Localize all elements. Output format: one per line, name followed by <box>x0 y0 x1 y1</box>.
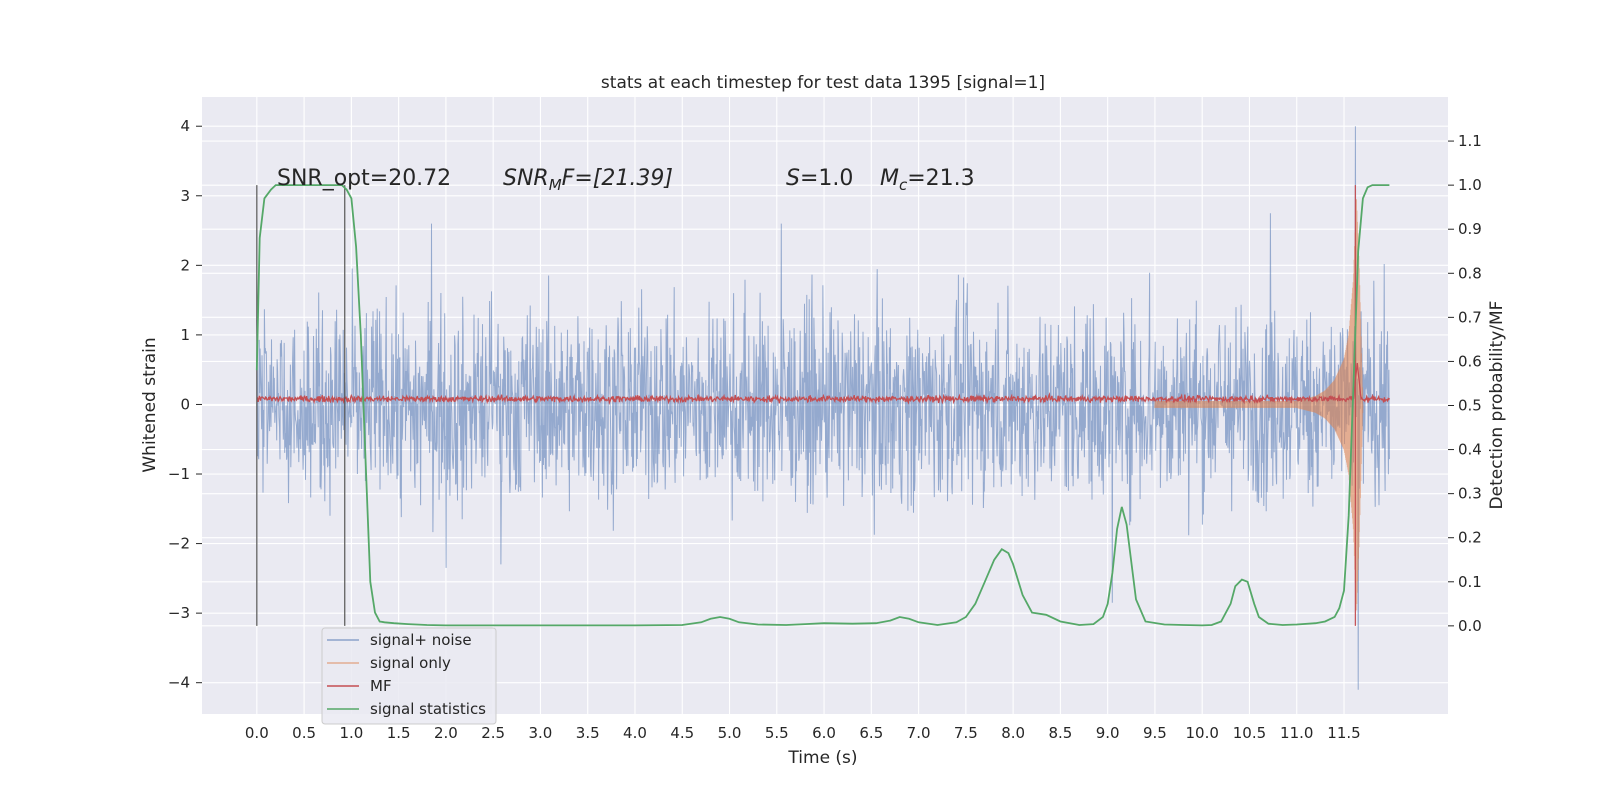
data-layer <box>255 126 1390 690</box>
y-right-tick-label: 0.7 <box>1458 308 1482 326</box>
annotations: SNR_opt=20.72 SNRMF=[21.39] S=1.0 Mc=21.… <box>277 166 975 194</box>
y-right-axis-ticks: 1.1 1.0 0.9 0.8 0.7 0.6 0.5 0.4 0.3 0.2 0.1 0.0 <box>1448 132 1482 635</box>
y-right-tick-label: 0.5 <box>1458 397 1482 415</box>
y-right-tick-label: 0.1 <box>1458 573 1482 591</box>
x-tick-label: 4.0 <box>623 724 647 742</box>
y-right-tick-label: 1.0 <box>1458 176 1482 194</box>
x-tick-label: 4.5 <box>670 724 694 742</box>
y-tick-label: 3 <box>180 187 190 205</box>
y-right-tick-label: 0.3 <box>1458 485 1482 503</box>
y-tick-label: 2 <box>180 256 190 274</box>
x-tick-label: 8.5 <box>1048 724 1072 742</box>
annotation-mc-main: M <box>880 166 899 191</box>
y-tick-label: −1 <box>168 465 190 483</box>
x-tick-label: 7.5 <box>954 724 978 742</box>
x-tick-label: 1.5 <box>387 724 411 742</box>
y-axis-ticks: 4 3 2 1 0 −1 −2 −3 −4 <box>168 117 202 692</box>
y-tick-label: 0 <box>180 395 190 413</box>
y-axis-label: Whitened strain <box>140 337 160 472</box>
y-right-axis-label: Detection probability/MF <box>1487 301 1507 510</box>
x-tick-label: 0.0 <box>245 724 269 742</box>
y-right-tick-label: 0.6 <box>1458 352 1482 370</box>
annotation-mc: Mc=21.3 <box>880 166 975 194</box>
legend-label-signal-statistics: signal statistics <box>370 700 486 718</box>
y-right-tick-label: 1.1 <box>1458 132 1482 150</box>
y-right-tick-label: 0.8 <box>1458 264 1482 282</box>
series-signal-statistics <box>255 184 1390 627</box>
y-tick-label: 1 <box>180 326 190 344</box>
x-axis-ticks: 0.0 0.5 1.0 1.5 2.0 2.5 3.0 3.5 4.0 4.5 5.0 5.5 6.0 6… <box>245 724 1361 742</box>
annotation-s-rest: =1.0 <box>800 166 853 191</box>
x-tick-label: 2.0 <box>434 724 458 742</box>
x-axis-label: Time (s) <box>787 748 857 768</box>
legend-label-signal-only: signal only <box>370 654 451 672</box>
annotation-s: S=1.0 <box>786 166 853 191</box>
x-tick-label: 1.0 <box>339 724 363 742</box>
legend-label-signal-noise: signal+ noise <box>370 631 472 649</box>
y-right-tick-label: 0.2 <box>1458 529 1482 547</box>
x-tick-label: 3.0 <box>529 724 553 742</box>
y-right-tick-label: 0.4 <box>1458 441 1482 459</box>
x-tick-label: 10.0 <box>1186 724 1219 742</box>
x-tick-label: 11.5 <box>1327 724 1360 742</box>
y-right-tick-label: 0.0 <box>1458 617 1482 635</box>
series-signal-noise <box>256 126 1390 690</box>
x-tick-label: 2.5 <box>481 724 505 742</box>
x-tick-label: 9.5 <box>1143 724 1167 742</box>
annotation-mc-rest: =21.3 <box>907 166 974 191</box>
x-tick-label: 0.5 <box>292 724 316 742</box>
series-signal-only <box>1154 199 1364 611</box>
legend-label-mf: MF <box>370 677 392 695</box>
annotation-mc-sub: c <box>899 176 908 194</box>
x-tick-label: 6.0 <box>812 724 836 742</box>
x-tick-label: 3.5 <box>576 724 600 742</box>
x-tick-label: 5.5 <box>765 724 789 742</box>
x-tick-label: 10.5 <box>1233 724 1266 742</box>
chart-title: stats at each timestep for test data 139… <box>601 73 1045 93</box>
y-tick-label: −3 <box>168 604 190 622</box>
y-right-tick-label: 0.9 <box>1458 220 1482 238</box>
x-tick-label: 6.5 <box>859 724 883 742</box>
x-tick-label: 8.0 <box>1001 724 1025 742</box>
x-tick-label: 5.0 <box>718 724 742 742</box>
annotation-snr-mf-main: SNR <box>503 166 549 191</box>
annotation-snr-mf-sub: M <box>549 176 562 194</box>
y-tick-label: 4 <box>180 117 190 135</box>
series-mf <box>256 363 1390 406</box>
x-tick-label: 7.0 <box>907 724 931 742</box>
y-tick-label: −2 <box>168 535 190 553</box>
annotation-snr-mf: SNRMF=[21.39] <box>503 166 673 194</box>
annotation-snr-mf-rest: F=[21.39] <box>562 166 673 191</box>
x-tick-label: 11.0 <box>1280 724 1313 742</box>
legend-box <box>321 627 497 725</box>
annotation-snr-opt: SNR_opt=20.72 <box>277 166 451 191</box>
annotation-s-main: S <box>786 166 800 191</box>
y-tick-label: −4 <box>168 674 190 692</box>
x-tick-label: 9.0 <box>1096 724 1120 742</box>
legend: signal+ noise signal only MF signal stat… <box>321 627 497 725</box>
